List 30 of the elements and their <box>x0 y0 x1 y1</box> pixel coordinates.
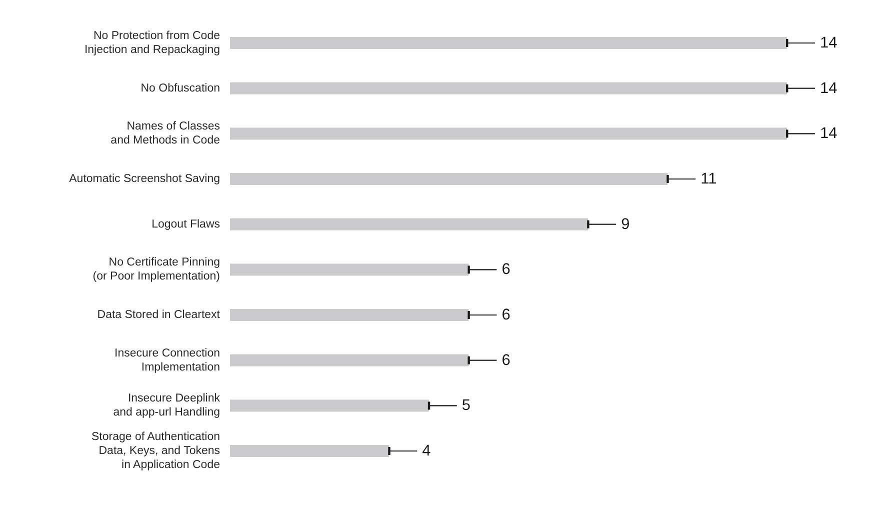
y-tick-label: Storage of Authentication Data, Keys, and Tokens in Application Code <box>91 430 220 472</box>
bar <box>230 173 668 185</box>
bar <box>230 264 469 276</box>
data-label: 5 <box>462 397 471 414</box>
bar <box>230 354 469 366</box>
y-tick-label: Insecure Connection Implementation <box>114 347 220 374</box>
y-tick-label: Names of Classes and Methods in Code <box>110 120 220 147</box>
data-label: 14 <box>820 34 838 52</box>
data-label: 6 <box>502 261 510 278</box>
y-tick-label: Logout Flaws <box>152 218 220 230</box>
data-label: 14 <box>820 80 838 97</box>
bar <box>230 445 390 457</box>
bar <box>230 82 787 94</box>
y-tick-label: No Certificate Pinning (or Poor Implementation) <box>92 256 220 283</box>
bar <box>230 128 787 140</box>
y-tick-label: No Obfuscation <box>140 82 220 94</box>
data-label: 6 <box>502 352 510 369</box>
bar <box>230 309 469 321</box>
data-label: 6 <box>502 306 510 324</box>
y-tick-label: Insecure Deeplink and app-url Handling <box>113 392 220 419</box>
data-label: 14 <box>820 125 838 142</box>
y-tick-label: Automatic Screenshot Saving <box>69 173 220 185</box>
y-tick-label: Data Stored in Cleartext <box>97 309 221 321</box>
data-label: 11 <box>700 170 717 188</box>
data-label: 4 <box>422 442 432 460</box>
bar <box>230 37 787 49</box>
y-tick-label: No Protection from Code Injection and Repackaging <box>84 30 220 56</box>
data-label: 9 <box>621 216 630 233</box>
bar <box>230 400 429 412</box>
bar <box>230 218 588 230</box>
